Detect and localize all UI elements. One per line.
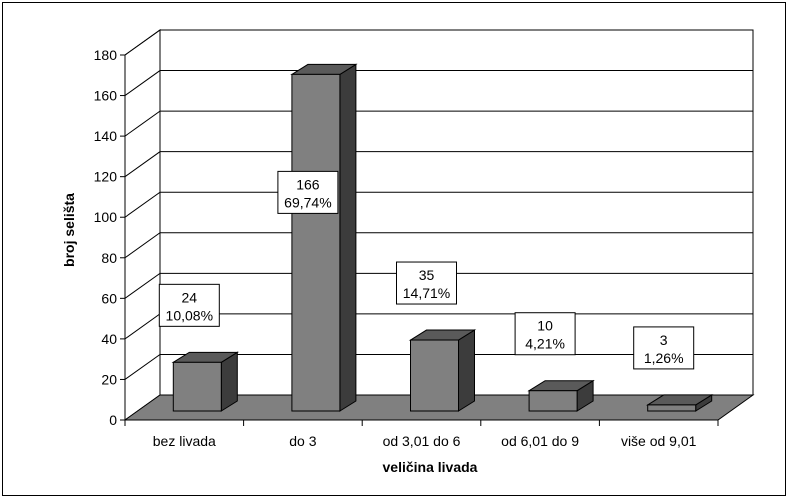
y-tick-label: 80 <box>101 250 117 266</box>
data-label-value: 3 <box>660 332 668 348</box>
y-tick-label: 160 <box>94 88 118 104</box>
x-axis-title: veličina livada <box>383 459 478 475</box>
bar-side <box>458 329 475 412</box>
y-tick-label: 20 <box>101 371 117 387</box>
data-label-box <box>396 261 457 305</box>
bar-side <box>339 63 357 412</box>
gridline <box>124 151 753 178</box>
x-tick-label: od 6,01 do 9 <box>501 433 579 449</box>
data-label-percent: 4,21% <box>525 336 565 352</box>
data-label-value: 35 <box>419 267 435 283</box>
gridline <box>124 70 753 96</box>
bar <box>172 361 222 412</box>
bar <box>647 404 697 412</box>
y-tick-label: 140 <box>94 128 118 144</box>
bar <box>291 73 341 412</box>
data-label-percent: 10,08% <box>166 307 213 323</box>
y-tick-label: 100 <box>94 209 118 225</box>
side-wall <box>124 29 161 421</box>
y-axis-title: broj selišta <box>61 193 77 267</box>
x-tick-label: bez livada <box>153 433 216 449</box>
gridline <box>124 29 753 56</box>
data-label-percent: 1,26% <box>644 350 684 366</box>
y-tick-label: 60 <box>101 290 117 306</box>
data-label-percent: 69,74% <box>284 194 331 210</box>
data-label-box <box>158 283 220 327</box>
y-tick-label: 180 <box>94 47 118 63</box>
data-label-percent: 14,71% <box>403 285 450 301</box>
y-tick-label: 0 <box>109 412 117 428</box>
data-label-value: 10 <box>537 318 553 334</box>
data-label-box <box>514 312 576 356</box>
gridline <box>124 232 753 259</box>
x-tick-label: od 3,01 do 6 <box>383 433 461 449</box>
bar <box>528 390 578 412</box>
gridline <box>124 110 753 137</box>
data-label-value: 24 <box>182 289 198 305</box>
y-tick-label: 40 <box>101 331 117 347</box>
data-label-box <box>633 326 695 370</box>
gridline <box>124 272 753 299</box>
y-tick-label: 120 <box>94 169 118 185</box>
x-tick-label: do 3 <box>289 433 316 449</box>
x-tick-label: više od 9,01 <box>621 433 697 449</box>
gridline <box>124 191 753 218</box>
data-label-box <box>277 170 339 214</box>
bar <box>410 339 459 412</box>
data-label-value: 166 <box>296 176 320 192</box>
